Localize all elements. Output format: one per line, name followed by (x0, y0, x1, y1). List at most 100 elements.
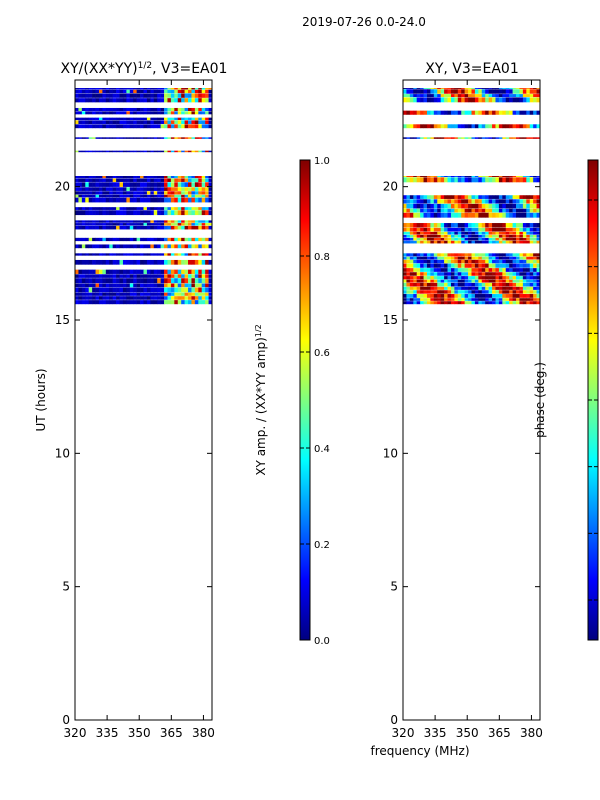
heatmap-cell (409, 290, 414, 294)
heatmap-cell (426, 208, 431, 213)
heatmap-cell (495, 199, 500, 204)
heatmap-cell (191, 278, 196, 284)
heatmap-cell (126, 182, 131, 187)
heatmap-cell (492, 282, 496, 287)
heatmap-cell (454, 301, 459, 305)
heatmap-cell (522, 279, 527, 283)
heatmap-cell (536, 195, 541, 199)
heatmap-cell (526, 199, 531, 204)
heatmap-cell (492, 294, 496, 298)
heatmap-cell (129, 207, 134, 210)
heatmap-cell (474, 137, 479, 139)
heatmap-cell (454, 208, 459, 213)
heatmap-cell (437, 88, 441, 89)
heatmap-cell (126, 220, 131, 223)
heatmap-cell (191, 269, 196, 274)
heatmap-cell (78, 259, 83, 265)
heatmap-cell (536, 301, 541, 305)
heatmap-cell (201, 176, 206, 179)
heatmap-cell (188, 111, 192, 115)
heatmap-cell (167, 283, 172, 288)
heatmap-cell (529, 279, 534, 283)
heatmap-cell (502, 227, 507, 232)
heatmap-cell (409, 253, 414, 257)
heatmap-cell (464, 110, 469, 115)
heatmap-cell (160, 187, 165, 191)
heatmap-cell (416, 97, 421, 103)
colorbar-tick-label: 1.0 (314, 156, 330, 167)
heatmap-cell (430, 240, 435, 244)
heatmap-cell (201, 300, 206, 305)
heatmap-cell (512, 89, 517, 94)
heatmap-cell (495, 301, 500, 305)
heatmap-cell (146, 187, 151, 191)
heatmap-cell (403, 223, 407, 228)
heatmap-cell (509, 290, 513, 294)
heatmap-cell (457, 208, 462, 213)
heatmap-cell (191, 150, 196, 153)
heatmap-cell (450, 176, 455, 177)
heatmap-cell (85, 207, 89, 210)
heatmap-cell (464, 237, 469, 241)
heatmap-cell (205, 88, 209, 90)
heatmap-cell (75, 253, 79, 256)
heatmap-cell (109, 176, 113, 179)
heatmap-cell (208, 89, 213, 94)
heatmap-cell (474, 94, 479, 98)
heatmap-cell (140, 225, 144, 230)
heatmap-cell (208, 176, 213, 179)
heatmap-cell (526, 272, 531, 276)
heatmap-cell (526, 263, 531, 268)
heatmap-cell (129, 225, 134, 230)
heatmap-cell (457, 176, 462, 177)
heatmap-cell (481, 234, 486, 238)
heatmap-cell (81, 223, 86, 226)
heatmap-cell (478, 263, 483, 268)
heatmap-cell (170, 117, 175, 121)
x-tick-label: 350 (456, 726, 479, 740)
heatmap-cell (205, 244, 209, 249)
heatmap-cell (85, 237, 89, 242)
heatmap-cell (78, 107, 83, 111)
heatmap-cell (184, 88, 189, 90)
heatmap-cell (78, 292, 83, 296)
heatmap-cell (98, 88, 103, 90)
heatmap-cell (136, 178, 141, 182)
heatmap-cell (481, 301, 486, 305)
heatmap-cell (88, 124, 93, 129)
heatmap-cell (498, 94, 503, 98)
heatmap-cell (509, 110, 513, 115)
heatmap-cell (498, 88, 503, 89)
heatmap-cell (447, 110, 452, 115)
heatmap-cell (78, 197, 83, 203)
heatmap-cell (529, 234, 534, 238)
heatmap-cell (406, 256, 411, 260)
heatmap-cell (122, 93, 127, 98)
heatmap-cell (95, 182, 100, 187)
heatmap-cell (160, 259, 165, 265)
heatmap-cell (457, 137, 462, 139)
heatmap-cell (198, 237, 203, 242)
phase-panel-title: XY, V3=EA01 (425, 61, 519, 77)
heatmap-cell (454, 176, 459, 177)
heatmap-cell (502, 203, 507, 209)
heatmap-cell (181, 137, 185, 139)
heatmap-cell (529, 195, 534, 199)
heatmap-cell (129, 182, 134, 187)
heatmap-cell (164, 244, 168, 249)
heatmap-cell (88, 137, 93, 139)
heatmap-cell (519, 240, 524, 244)
heatmap-cell (105, 197, 110, 203)
heatmap-cell (105, 178, 110, 182)
heatmap-cell (498, 195, 503, 199)
heatmap-cell (133, 120, 137, 124)
heatmap-cell (468, 212, 472, 218)
heatmap-cell (78, 120, 83, 124)
heatmap-cell (198, 150, 203, 153)
heatmap-cell (509, 256, 513, 260)
heatmap-cell (208, 274, 213, 278)
heatmap-cell (140, 253, 144, 256)
heatmap-cell (146, 237, 151, 242)
heatmap-cell (188, 274, 192, 278)
heatmap-cell (474, 290, 479, 294)
